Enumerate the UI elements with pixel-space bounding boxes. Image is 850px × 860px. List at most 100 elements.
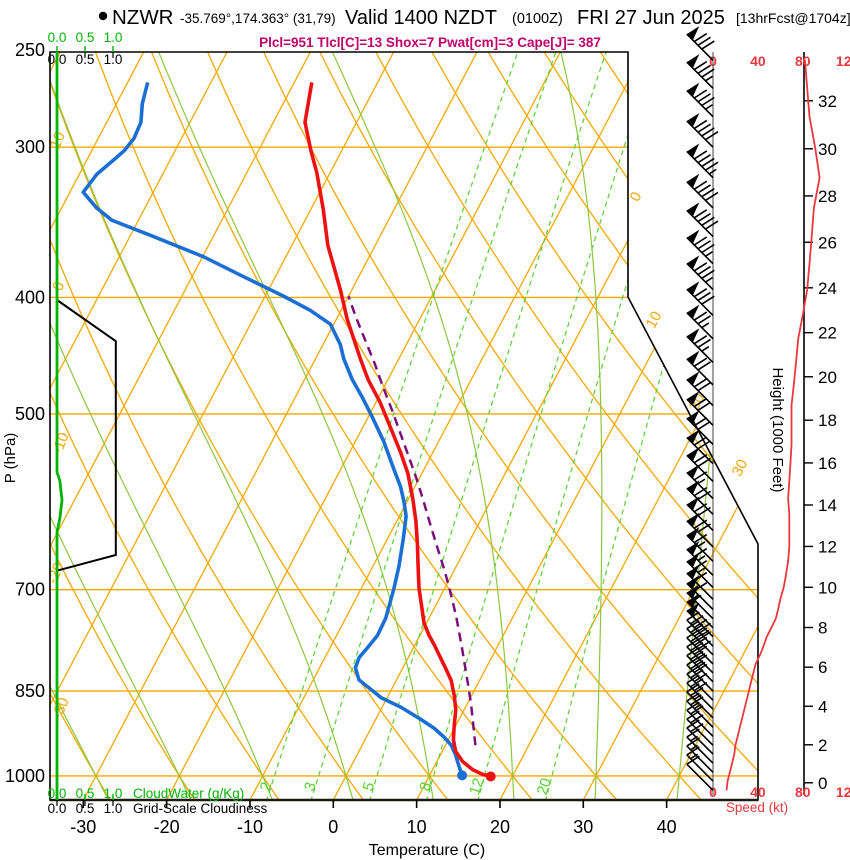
wind-barb (686, 565, 714, 600)
svg-text:8: 8 (818, 619, 827, 638)
wind-barb (686, 701, 714, 737)
svg-text:1000: 1000 (5, 766, 45, 786)
svg-text:0: 0 (627, 189, 646, 204)
svg-text:0.5: 0.5 (76, 52, 95, 67)
svg-text:-30: -30 (49, 695, 73, 721)
wind-barb (686, 464, 714, 500)
surface-dewpoint-dot (457, 770, 468, 781)
wind-speed-curve (725, 60, 821, 791)
station-id: NZWR (112, 6, 173, 29)
wind-barb (686, 255, 715, 291)
speed-axis: 0040408080120120 (709, 53, 850, 800)
svg-text:700: 700 (15, 580, 45, 600)
svg-text:14: 14 (818, 496, 837, 515)
svg-text:500: 500 (15, 404, 45, 424)
temperature-axis-label: Temperature (C) (369, 842, 485, 859)
pressure-axis: 250 300 400 500 700 850 1000 (5, 40, 45, 786)
svg-text:40: 40 (750, 784, 766, 800)
sounding-indices: Plcl=951 Tlcl[C]=13 Shox=7 Pwat[cm]=3 Ca… (259, 35, 601, 50)
cloudwater-curve (55, 52, 64, 800)
svg-text:22: 22 (818, 324, 837, 343)
station-bullet-icon (98, 11, 108, 21)
temperature-axis: -30 -20 -10 0 10 20 30 40 (70, 800, 677, 837)
svg-text:32: 32 (818, 92, 837, 111)
svg-text:40: 40 (750, 53, 766, 69)
wind-barb (686, 54, 715, 89)
cloudwater-scale-label: CloudWater (g/Kg) (133, 786, 244, 801)
svg-text:6: 6 (818, 658, 827, 677)
valid-time: Valid 1400 NZDT (345, 7, 497, 29)
svg-text:1.0: 1.0 (104, 801, 123, 816)
axis-titles: Temperature (C) P (hPa) Height (1000 Fee… (2, 367, 788, 859)
parcel-ascent-curve (347, 295, 477, 746)
svg-text:18: 18 (818, 411, 837, 430)
chart-header: NZWR -35.769°,174.363° (31,79) Valid 140… (98, 6, 850, 50)
svg-text:-30: -30 (70, 817, 96, 837)
wind-barb (686, 26, 715, 61)
cloud-scales: 0.00.00.00.00.50.50.50.51.01.01.01.0 (48, 30, 123, 816)
dewpoint-curve (81, 81, 464, 776)
svg-text:1.0: 1.0 (104, 52, 123, 67)
temperature-curve (303, 82, 492, 779)
svg-text:120: 120 (836, 784, 850, 800)
svg-text:1.0: 1.0 (104, 786, 123, 801)
valid-date: FRI 27 Jun 2025 (577, 7, 725, 29)
wind-barb (686, 371, 714, 407)
wind-barb (686, 593, 714, 629)
svg-text:250: 250 (15, 40, 45, 60)
svg-text:0.0: 0.0 (48, 801, 67, 816)
wind-barb (686, 202, 719, 238)
svg-text:26: 26 (818, 233, 837, 252)
svg-text:400: 400 (15, 287, 45, 307)
svg-text:0.5: 0.5 (76, 786, 95, 801)
wind-barb (686, 229, 715, 265)
wind-barb (686, 480, 714, 515)
cloudiness-scale-label: Grid-Scale Cloudiness (133, 801, 268, 816)
wind-barb (686, 447, 714, 483)
svg-text:2: 2 (818, 736, 827, 755)
svg-text:0.0: 0.0 (48, 30, 67, 45)
forecast-info: [13hrFcst@1704z] (736, 10, 850, 26)
wind-barb (686, 512, 714, 548)
svg-text:20: 20 (490, 817, 510, 837)
svg-text:1.0: 1.0 (104, 30, 123, 45)
svg-text:10: 10 (407, 817, 427, 837)
pressure-axis-label: P (hPa) (2, 433, 19, 484)
svg-text:0: 0 (328, 817, 338, 837)
svg-text:10: 10 (643, 309, 666, 332)
wind-barb (686, 173, 719, 209)
svg-text:24: 24 (818, 279, 837, 298)
station-coords: -35.769°,174.363° (31,79) (180, 11, 336, 26)
wind-barb (686, 113, 719, 148)
wind-barb (686, 350, 714, 386)
surface-temperature-dot (485, 771, 496, 782)
svg-text:0: 0 (818, 774, 827, 793)
wind-barb (686, 602, 714, 638)
svg-text:30: 30 (818, 140, 837, 159)
cloudiness-curve (56, 299, 117, 572)
wind-barb (686, 553, 714, 588)
wind-barb (686, 143, 719, 179)
svg-text:12: 12 (818, 537, 837, 556)
wind-barb (686, 328, 714, 363)
svg-text:28: 28 (818, 187, 837, 206)
svg-text:80: 80 (795, 53, 811, 69)
svg-text:0.5: 0.5 (76, 30, 95, 45)
svg-text:10: 10 (818, 578, 837, 597)
svg-text:20: 20 (534, 776, 555, 797)
valid-zulu: (0100Z) (512, 11, 563, 27)
background-gridlines (50, 52, 758, 800)
height-axis-label: Height (1000 Feet) (769, 367, 786, 492)
svg-text:120: 120 (836, 53, 850, 69)
svg-text:4: 4 (818, 697, 827, 716)
plot-boundary (49, 51, 759, 802)
svg-text:30: 30 (729, 457, 752, 480)
speed-axis-label: Speed (kt) (726, 800, 788, 815)
wind-barb (686, 391, 714, 426)
svg-text:40: 40 (657, 817, 677, 837)
svg-text:0.5: 0.5 (76, 801, 95, 816)
svg-text:850: 850 (15, 681, 45, 701)
